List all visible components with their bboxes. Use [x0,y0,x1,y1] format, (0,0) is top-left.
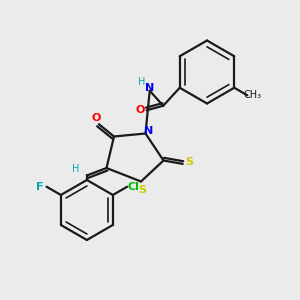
Text: Cl: Cl [127,182,139,192]
Text: S: S [185,158,193,167]
Text: F: F [36,182,44,192]
Text: N: N [145,125,154,136]
Text: CH₃: CH₃ [244,90,262,100]
Text: S: S [139,185,146,195]
Text: H: H [72,164,79,175]
Text: O: O [91,113,101,123]
Text: O: O [135,105,145,115]
Text: N: N [145,83,154,93]
Text: H: H [138,77,145,87]
